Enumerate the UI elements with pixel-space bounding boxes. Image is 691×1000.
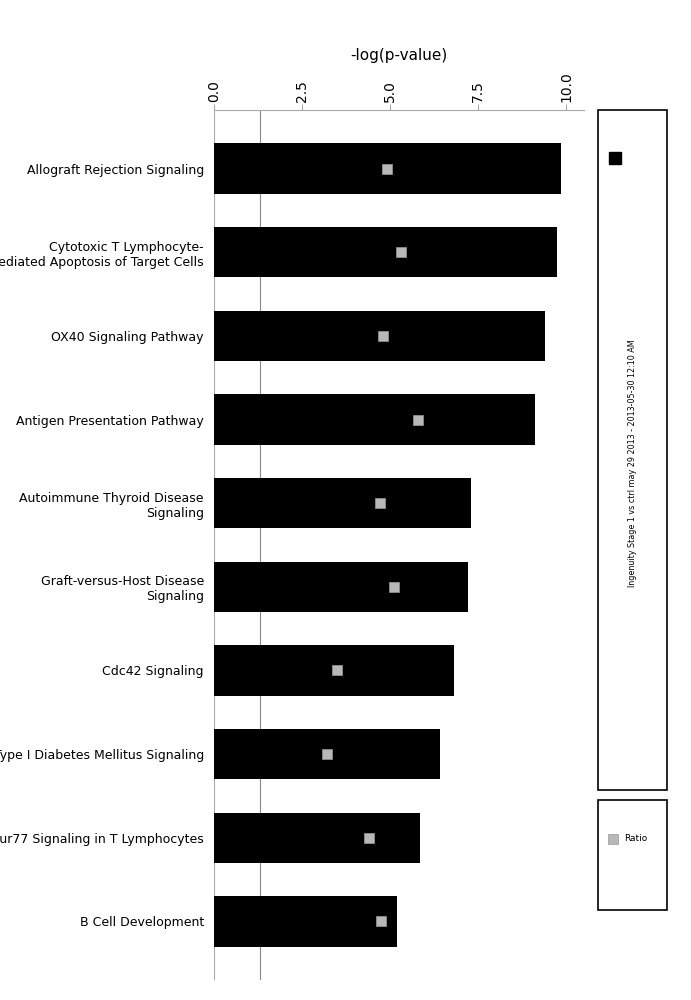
Bar	[214, 394, 535, 445]
Text: Ratio: Ratio	[624, 834, 647, 843]
Bar	[214, 143, 561, 194]
Bar	[214, 227, 558, 277]
Bar	[214, 478, 471, 528]
X-axis label: -log(p-value): -log(p-value)	[350, 48, 448, 63]
Bar	[214, 896, 397, 947]
Bar	[214, 562, 468, 612]
Text: Ingenuity Stage 1 vs ctrl may 29 2013 - 2013-05-30 12:10 AM: Ingenuity Stage 1 vs ctrl may 29 2013 - …	[627, 340, 637, 587]
Bar	[214, 729, 439, 779]
Bar	[214, 813, 420, 863]
Bar	[214, 645, 453, 696]
Bar	[214, 311, 545, 361]
